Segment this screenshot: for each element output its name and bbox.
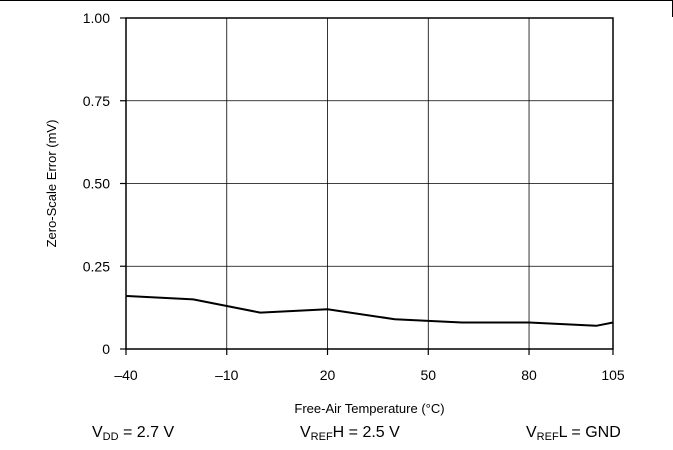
vrefl-condition: VREFL = GND (526, 423, 621, 443)
vdd-rest: = 2.7 V (118, 424, 175, 441)
y-tick-label: 0.75 (83, 93, 110, 109)
y-tick-label: 1.00 (83, 10, 110, 26)
vrefh-main: V (300, 424, 311, 441)
x-tick-label: –10 (215, 367, 239, 383)
vrefl-main: V (526, 424, 537, 441)
y-axis-label: Zero-Scale Error (mV) (44, 120, 59, 248)
zero-scale-error-line (125, 295, 614, 327)
x-tick-label: 20 (320, 367, 336, 383)
vdd-condition: VDD = 2.7 V (92, 423, 174, 443)
vrefh-rest: H = 2.5 V (332, 424, 400, 441)
vrefh-condition: VREFH = 2.5 V (300, 423, 400, 443)
x-axis-label: Free-Air Temperature (°C) (294, 401, 444, 416)
x-tick-label: 105 (601, 367, 625, 383)
y-tick-label: 0.50 (83, 176, 110, 192)
y-tick-label: 0 (102, 341, 110, 357)
grid (126, 18, 613, 349)
x-tick-label: –40 (114, 367, 138, 383)
series (125, 295, 614, 327)
vrefl-sub: REF (536, 431, 559, 443)
x-tick-label: 80 (521, 367, 537, 383)
vrefl-rest: L = GND (558, 424, 621, 441)
vdd-sub: DD (102, 431, 119, 443)
tick-marks (120, 17, 614, 355)
vdd-main: V (92, 424, 103, 441)
tick-labels: –40 –10 20 50 80 105 0 0.25 0.50 0.75 1.00 (83, 10, 625, 383)
x-tick-label: 50 (420, 367, 436, 383)
y-tick-label: 0.25 (83, 258, 110, 274)
vrefh-sub: REF (310, 431, 333, 443)
